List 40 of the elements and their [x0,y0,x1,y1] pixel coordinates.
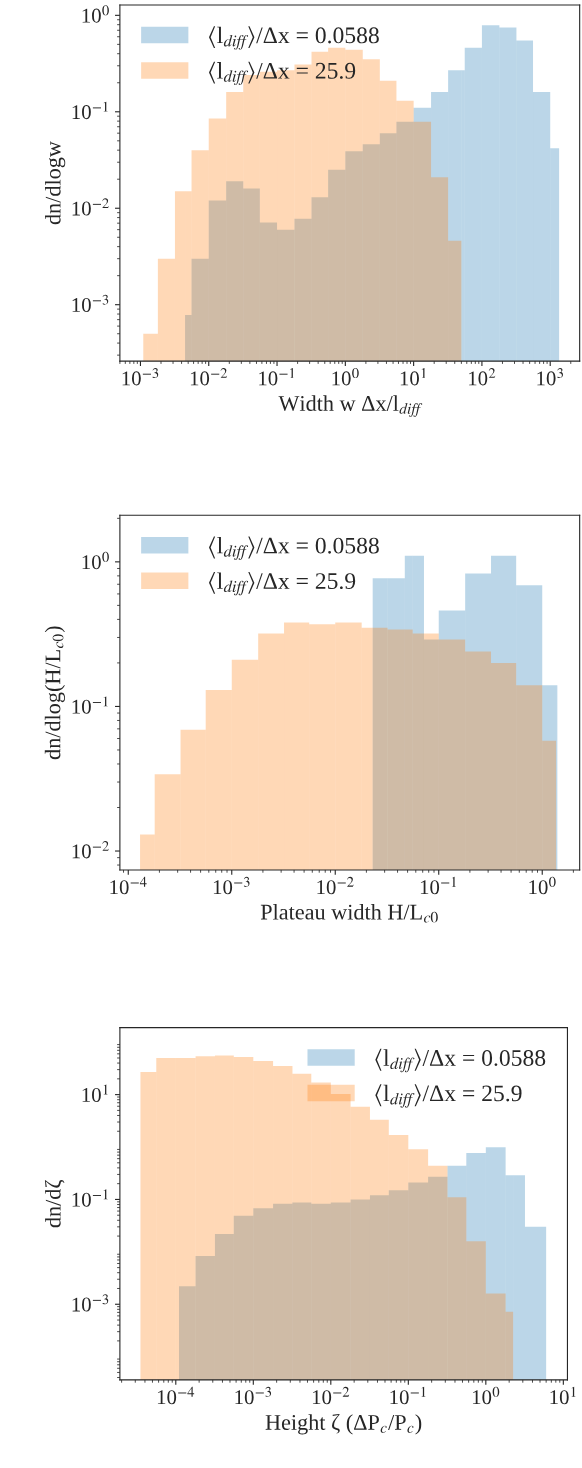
x-tick-label: 10$^{0}$ [472,1386,500,1405]
x-tick-label: 10$^{2}$ [469,368,496,386]
legend-label: ⟨l$_{diff}$⟩/Δx = 0.0588 [209,536,379,560]
x-tick-label: 10$^{3}$ [537,368,563,386]
legend-label: ⟨l$_{diff}$⟩/Δx = 0.0588 [209,26,379,50]
x-tick-label: 10$^{0}$ [332,368,359,386]
y-axis-title: dn/dlog(H/L$_{c0}$) [44,626,66,760]
y-axis-title: dn/dlogw [45,141,66,225]
x-axis-title: Plateau width H/L$_{c0}$ [260,903,438,923]
x-tick-label: 10$^{−4}$ [157,1386,195,1405]
x-axis-title: Width w Δx/l$_{diff}$ [278,395,423,417]
y-tick-label: 10$^{0}$ [82,551,109,570]
x-axis-title: Height ζ (ΔP$_{c}$/P$_{c}$) [265,1414,422,1435]
legend-label: ⟨l$_{diff}$⟩/Δx = 25.9 [209,61,356,86]
x-tick-label: 10$^{1}$ [550,1386,576,1405]
legend-label: ⟨l$_{diff}$⟩/Δx = 25.9 [209,571,356,596]
legend-label: ⟨l$_{diff}$⟩/Δx = 0.0588 [375,1048,546,1073]
x-tick-label: 10$^{0}$ [529,876,556,895]
y-tick-label: 10$^{−1}$ [72,101,108,120]
y-tick-label: 10$^{1}$ [82,1084,108,1102]
x-tick-label: 10$^{−3}$ [235,1386,272,1405]
y-tick-label: 10$^{−3}$ [72,1294,109,1312]
y-tick-label: 10$^{−1}$ [72,696,108,714]
y-axis-title: dn/dζ [44,1179,65,1228]
x-tick-label: 10$^{−2}$ [317,876,354,895]
x-tick-label: 10$^{−1}$ [420,876,456,895]
y-tick-label: 10$^{−1}$ [72,1189,108,1207]
x-tick-label: 10$^{−3}$ [122,368,159,386]
x-tick-label: 10$^{−2}$ [312,1386,350,1405]
x-tick-label: 10$^{−4}$ [110,876,147,895]
x-tick-label: 10$^{−1}$ [259,368,295,386]
y-tick-label: 10$^{0}$ [82,5,109,23]
x-tick-label: 10$^{−3}$ [213,876,250,895]
x-tick-label: 10$^{−2}$ [190,368,228,386]
x-tick-label: 10$^{−1}$ [390,1386,426,1405]
y-tick-label: 10$^{−2}$ [72,198,109,216]
y-tick-label: 10$^{−2}$ [72,840,109,859]
y-tick-label: 10$^{−3}$ [72,294,109,313]
x-tick-label: 10$^{1}$ [400,368,426,386]
legend-label: ⟨l$_{diff}$⟩/Δx = 25.9 [375,1084,522,1108]
